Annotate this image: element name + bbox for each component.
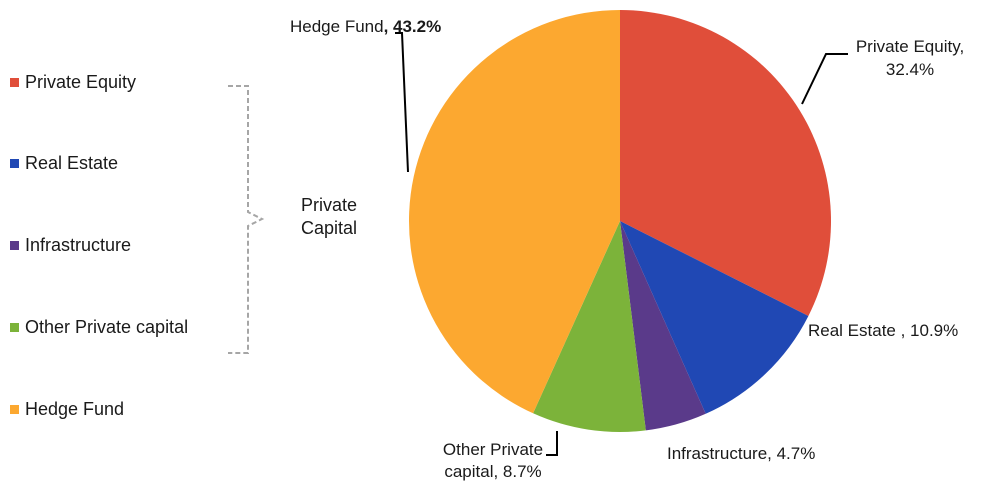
legend-item-real-estate: Real Estate (10, 153, 118, 174)
legend-item-private-equity: Private Equity (10, 72, 136, 93)
pie-slices (408, 10, 831, 432)
legend-label-hedge-fund: Hedge Fund (25, 399, 125, 419)
callout-label-private-equity-line2: 32.4% (886, 60, 934, 79)
slice-other-private-capital (533, 221, 646, 432)
pie-callouts: Private Equity, 32.4% Real Estate , 10.9% I… (290, 17, 964, 481)
legend: Private Equity Real Estate Infrastructur… (10, 68, 250, 428)
callout-label-other-private-capital-line2: capital, 8.7% (444, 462, 541, 481)
legend-label-infrastructure: Infrastructure (25, 235, 132, 255)
slice-real-estate (620, 221, 809, 414)
slice-infrastructure (620, 221, 706, 431)
private-capital-label: Private Capital (301, 194, 357, 240)
callout-label-private-equity-line1: Private Equity, (856, 37, 964, 56)
callout-line-hedge-fund (395, 32, 409, 173)
private-capital-label-line2: Capital (301, 218, 358, 238)
private-capital-label-line1: Private (301, 195, 358, 215)
callout-label-other-private-capital-line1: Other Private (443, 440, 543, 459)
legend-swatch-private-equity (10, 78, 19, 87)
legend-item-other-private-capital: Other Private capital (10, 317, 188, 338)
legend-item-infrastructure: Infrastructure (10, 235, 131, 256)
private-capital-bracket (228, 85, 265, 354)
callout-line-private-equity (801, 53, 848, 105)
slice-private-equity (620, 10, 831, 316)
callout-label-hedge-fund: Hedge Fund, 43.2% (290, 17, 441, 36)
callout-label-infrastructure: Infrastructure, 4.7% (667, 444, 815, 463)
slice-hedge-fund (408, 10, 620, 414)
legend-item-hedge-fund: Hedge Fund (10, 399, 124, 420)
callout-line-other-private-capital (546, 431, 558, 456)
legend-swatch-infrastructure (10, 241, 19, 250)
callout-label-real-estate: Real Estate , 10.9% (808, 321, 958, 340)
legend-swatch-other-private-capital (10, 323, 19, 332)
legend-label-real-estate: Real Estate (25, 153, 119, 173)
legend-label-other-private-capital: Other Private capital (25, 317, 189, 337)
legend-swatch-hedge-fund (10, 405, 19, 414)
legend-label-private-equity: Private Equity (25, 72, 137, 92)
legend-swatch-real-estate (10, 159, 19, 168)
